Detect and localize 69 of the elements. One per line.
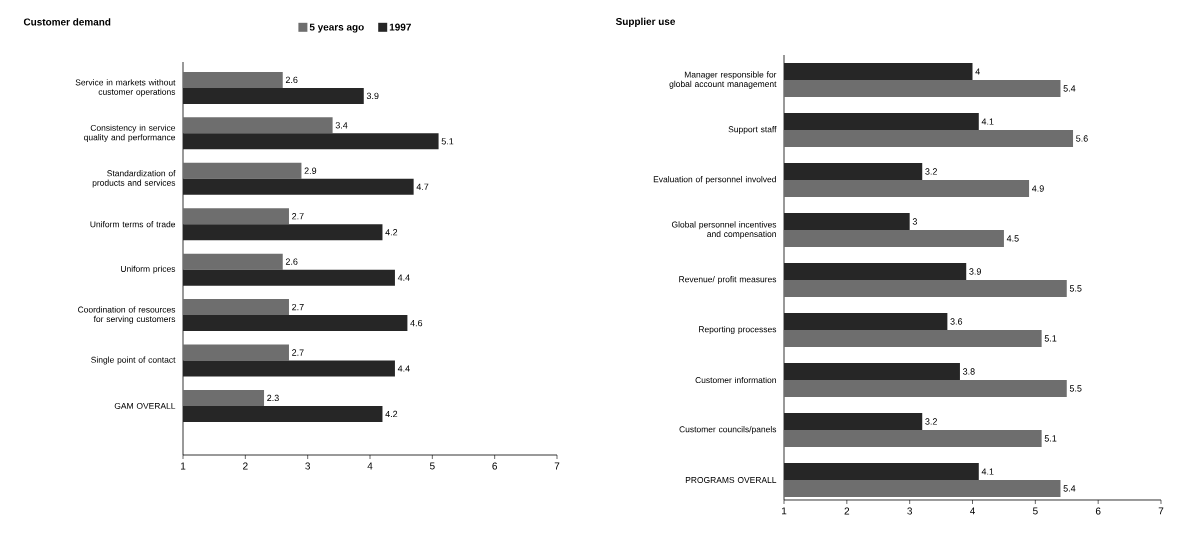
x-tick-label: 2	[243, 462, 248, 470]
data-label: 3.9	[969, 268, 981, 275]
data-label: 3.2	[925, 168, 937, 175]
legend-label: 1997	[389, 23, 411, 31]
x-tick-label: 7	[1158, 507, 1164, 515]
data-label: 5.4	[1063, 85, 1076, 92]
y-tick-label: Standardization of products and services	[92, 170, 176, 188]
data-label: 4.1	[981, 118, 994, 125]
x-tick-label: 1	[782, 507, 787, 515]
y-tick-label: Global personnel incentives and compensation	[671, 221, 777, 239]
x-tick-label: 5	[1032, 507, 1038, 515]
data-label: 4.1	[981, 468, 994, 475]
y-tick-label: Uniform prices	[121, 265, 176, 274]
legend-label: 5 years ago	[309, 23, 364, 33]
data-label: 4.2	[385, 410, 398, 418]
data-label: 4.2	[385, 229, 398, 236]
x-tick-label: 4	[367, 462, 373, 470]
data-label: 2.6	[285, 76, 298, 84]
data-label: 5.6	[1076, 135, 1088, 142]
y-tick-label: Uniform terms of trade	[90, 221, 176, 228]
data-label: 3.8	[962, 368, 975, 375]
data-label: 3.9	[366, 92, 379, 100]
y-tick-label: Single point of contact	[91, 356, 176, 365]
y-tick-label: Coordination of resources for serving customers	[78, 306, 176, 324]
data-label: 3.2	[925, 418, 937, 425]
data-label: 5.5	[1069, 285, 1082, 292]
data-label: 4.7	[416, 183, 429, 190]
x-tick-label: 6	[1095, 507, 1101, 515]
data-label: 4.4	[397, 365, 410, 372]
x-tick-label: 1	[181, 462, 186, 470]
y-tick-label: Revenue/ profit measures	[679, 276, 777, 284]
data-label: 5.5	[1069, 385, 1082, 392]
y-tick-label: Manager responsible for global account management	[669, 71, 777, 89]
data-label: 3.4	[335, 122, 348, 129]
y-tick-label: Customer councils/panels	[679, 426, 777, 434]
data-label: 2.7	[292, 213, 304, 220]
data-label: 2.6	[285, 258, 298, 265]
x-tick-label: 4	[969, 507, 975, 515]
y-tick-label: Service in markets without customer operations	[75, 79, 176, 97]
y-tick-label: Reporting processes	[699, 326, 777, 334]
x-tick-label: 3	[305, 462, 311, 470]
data-label: 4	[975, 68, 980, 75]
data-label: 2.7	[292, 349, 304, 356]
data-label: 5.1	[1044, 335, 1057, 342]
x-tick-label: 6	[492, 462, 498, 470]
y-tick-label: Support staff	[728, 126, 777, 134]
data-label: 4.5	[1006, 235, 1019, 242]
data-label: 3	[912, 218, 917, 225]
text: Supplier use	[615, 17, 676, 27]
data-label: 4.6	[410, 319, 423, 327]
data-label: 4.9	[1031, 185, 1044, 192]
data-label: 2.7	[292, 303, 304, 311]
y-tick-label: GAM OVERALL	[114, 402, 176, 409]
data-label: 5.1	[441, 138, 454, 145]
x-tick-label: 7	[554, 462, 560, 470]
y-tick-label: Customer information	[695, 376, 776, 384]
data-label: 2.3	[267, 394, 279, 402]
data-label: 5.4	[1063, 485, 1076, 492]
x-tick-label: 2	[844, 507, 850, 515]
y-tick-label: Consistency in service quality and performance	[84, 124, 176, 142]
data-label: 5.1	[1044, 435, 1057, 442]
text: Customer demand	[23, 18, 111, 26]
data-label: 2.9	[304, 167, 317, 174]
data-label: 3.6	[950, 318, 963, 325]
x-tick-label: 5	[429, 462, 435, 470]
data-label: 4.4	[397, 274, 410, 281]
y-tick-label: PROGRAMS OVERALL	[685, 477, 777, 483]
x-tick-label: 3	[907, 507, 913, 515]
y-tick-label: Evaluation of personnel involved	[653, 176, 776, 184]
